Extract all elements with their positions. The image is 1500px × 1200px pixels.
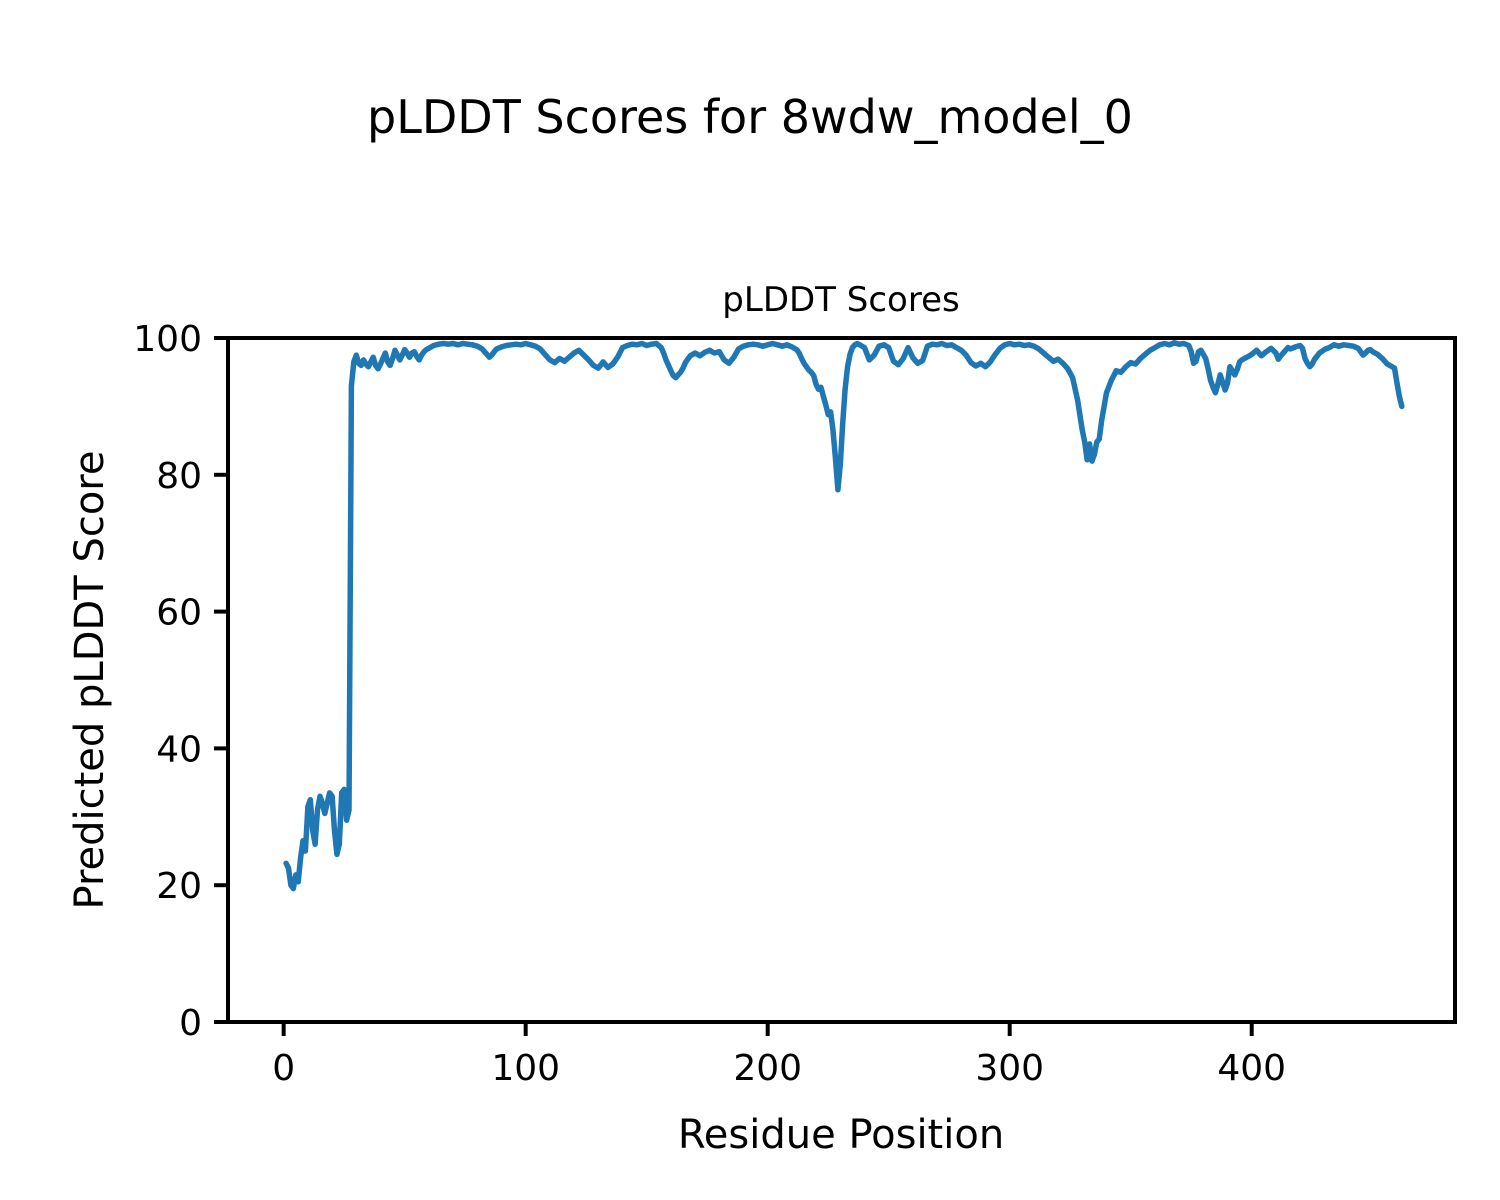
- y-tick-label: 80: [156, 456, 202, 497]
- x-tick-label: 300: [975, 1048, 1044, 1089]
- x-axis-ticks: 0 100 200 300 400: [272, 1022, 1286, 1089]
- y-tick-label: 100: [133, 319, 202, 360]
- y-tick-label: 40: [156, 729, 202, 770]
- y-tick-label: 60: [156, 593, 202, 634]
- x-tick-label: 0: [272, 1048, 295, 1089]
- y-axis-label: Predicted pLDDT Score: [67, 451, 113, 910]
- x-tick-label: 400: [1217, 1048, 1286, 1089]
- x-tick-label: 100: [491, 1048, 560, 1089]
- x-axis-label: Residue Position: [678, 1112, 1004, 1158]
- plddt-score-line: [283, 340, 1405, 892]
- figure-title: pLDDT Scores for 8wdw_model_0: [367, 90, 1133, 144]
- plot-frame: [226, 336, 1457, 1024]
- x-tick-label: 200: [733, 1048, 802, 1089]
- y-tick-label: 20: [156, 866, 202, 907]
- axes-title: pLDDT Scores: [722, 280, 959, 320]
- y-tick-label: 0: [179, 1003, 202, 1044]
- y-axis-ticks: 0 20 40 60 80 100: [133, 319, 228, 1044]
